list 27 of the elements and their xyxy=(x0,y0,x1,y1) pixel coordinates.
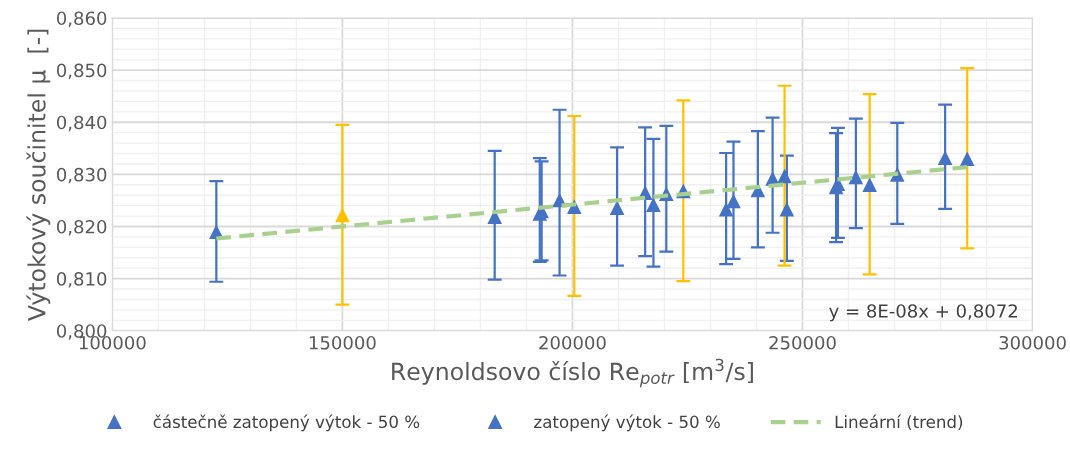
point xyxy=(609,200,625,216)
point xyxy=(777,168,792,184)
y-tick-label: 0,840 xyxy=(56,115,107,132)
x-tick-label: 150000 xyxy=(309,335,376,350)
legend-label: částečně zatopený výtok - 50 % xyxy=(153,414,420,432)
point xyxy=(718,202,734,217)
x-tick-label: 300000 xyxy=(999,335,1066,350)
x-tick-label: 200000 xyxy=(539,335,606,350)
y-tick-label: 0,820 xyxy=(56,219,107,236)
x-tick-label: 250000 xyxy=(769,335,836,350)
annotation: y = 8E-08x + 0,8072 xyxy=(829,304,1017,322)
point xyxy=(726,193,741,209)
point xyxy=(937,150,953,165)
y-axis-title: Výtokový součinitel μ [-] xyxy=(26,29,51,321)
x-axis-title: Reynoldsovo číslo Re$_{potr}$ [m$^{3}$/s] xyxy=(392,358,753,388)
point xyxy=(646,197,661,212)
y-tick-label: 0,860 xyxy=(56,11,107,27)
legend-label: zatopený výtok - 50 % xyxy=(534,414,720,432)
y-tick-label: 0,830 xyxy=(56,167,107,184)
point xyxy=(848,169,864,185)
y-tick-label: 0,850 xyxy=(56,63,107,80)
point xyxy=(862,177,877,193)
point xyxy=(779,202,795,217)
y-tick-label: 0,810 xyxy=(56,272,107,288)
legend-label: Lineární (trend) xyxy=(835,414,963,431)
point xyxy=(959,151,975,167)
point xyxy=(335,207,350,223)
